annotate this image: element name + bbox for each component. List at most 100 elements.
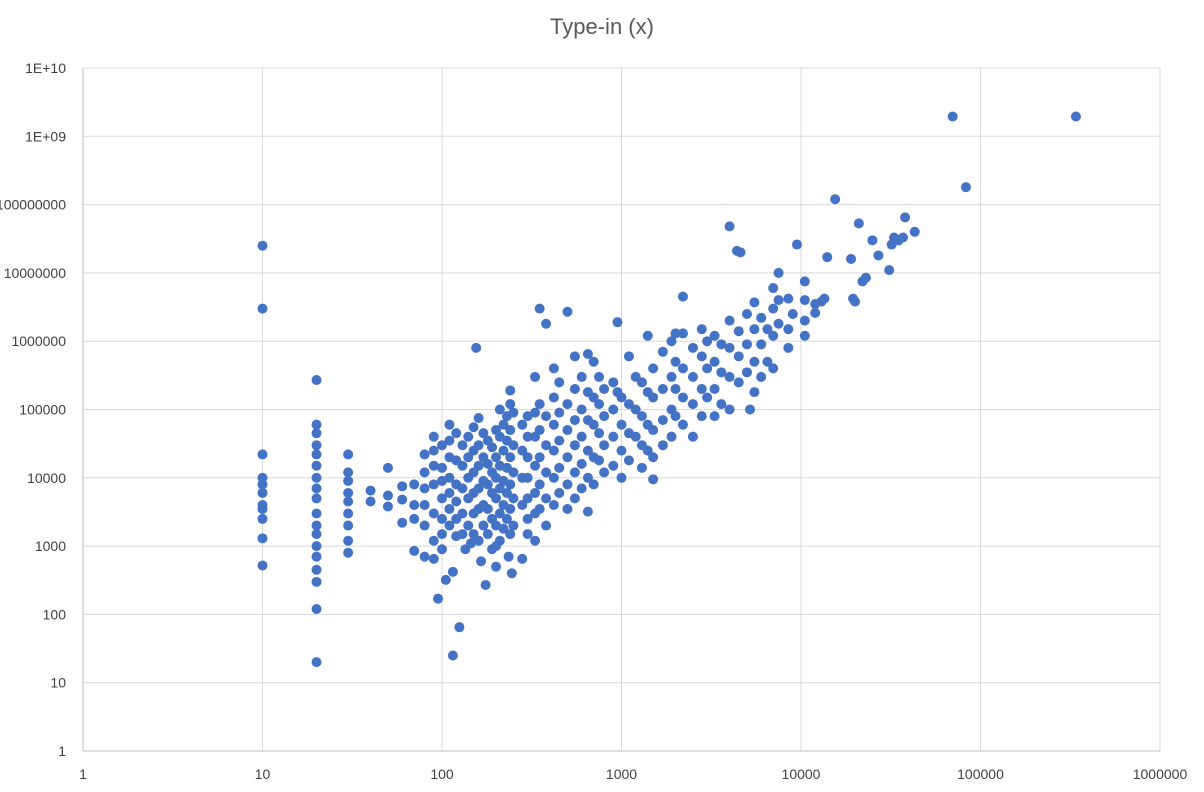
data-point [670, 328, 681, 339]
data-point [873, 250, 884, 261]
data-point [642, 445, 653, 456]
data-point [311, 419, 322, 430]
data-point [365, 496, 376, 507]
data-point [562, 425, 573, 436]
data-point [648, 392, 659, 403]
y-tick-label: 10000 [27, 470, 66, 486]
data-point [687, 399, 698, 410]
data-point [447, 566, 458, 577]
data-point [588, 419, 599, 430]
data-point [343, 547, 354, 558]
data-point [783, 293, 794, 304]
data-point [696, 411, 707, 422]
data-point [677, 392, 688, 403]
data-point [444, 520, 455, 531]
data-point [451, 496, 462, 507]
data-point [616, 419, 627, 430]
data-point [724, 315, 735, 326]
data-point [569, 415, 580, 426]
data-point [444, 419, 455, 430]
data-point [702, 336, 713, 347]
data-point [709, 411, 720, 422]
data-point [768, 330, 779, 341]
data-point [541, 493, 552, 504]
data-point [506, 568, 517, 579]
data-point [343, 508, 354, 519]
data-point [657, 415, 668, 426]
data-point [608, 404, 619, 415]
data-point [494, 404, 505, 415]
data-point [947, 111, 958, 122]
data-point [534, 479, 545, 490]
data-point [494, 535, 505, 546]
data-point [670, 383, 681, 394]
data-point [382, 462, 393, 473]
x-tick-label: 10000 [782, 766, 821, 782]
data-point [623, 351, 634, 362]
data-point [709, 383, 720, 394]
data-point [437, 513, 447, 524]
data-point [612, 317, 623, 328]
data-point [457, 508, 468, 519]
data-point [382, 501, 393, 512]
data-point [463, 452, 474, 463]
data-point [724, 342, 735, 353]
data-point [454, 622, 465, 633]
x-tick-label: 1 [79, 766, 87, 782]
data-point [762, 324, 773, 335]
data-point [616, 472, 627, 483]
data-point [648, 474, 659, 485]
data-point [494, 508, 505, 519]
data-point [473, 440, 484, 451]
data-point [749, 324, 760, 335]
data-point [437, 529, 447, 540]
data-point [478, 520, 489, 531]
data-point [623, 455, 634, 466]
data-point [419, 551, 430, 562]
x-tick-label: 100000 [957, 766, 1004, 782]
data-point [530, 535, 541, 546]
data-point [576, 404, 587, 415]
data-point [257, 449, 268, 460]
data-point [498, 523, 509, 534]
data-point [599, 467, 610, 478]
data-point [897, 232, 908, 243]
data-point [588, 392, 599, 403]
data-point [773, 318, 784, 329]
data-point [343, 520, 354, 531]
data-point [444, 435, 455, 446]
data-point [733, 377, 744, 388]
data-point [642, 330, 653, 341]
data-point [482, 479, 493, 490]
data-point [343, 535, 354, 546]
data-point [468, 422, 479, 433]
data-point [599, 440, 610, 451]
data-point [696, 324, 707, 335]
data-point [428, 445, 439, 456]
data-point [569, 440, 580, 451]
data-point [311, 657, 322, 668]
data-point [554, 435, 565, 446]
data-point [311, 576, 322, 587]
data-point [451, 428, 462, 439]
data-point [608, 431, 619, 442]
data-point [419, 467, 430, 478]
data-point [548, 363, 559, 374]
data-point [409, 499, 420, 510]
data-point [505, 452, 516, 463]
data-point [768, 283, 779, 294]
data-point [257, 487, 268, 498]
data-point [444, 503, 455, 514]
data-point [534, 425, 545, 436]
data-point [733, 351, 744, 362]
data-point [494, 483, 505, 494]
data-point [548, 472, 559, 483]
data-point [853, 218, 864, 229]
data-point [522, 472, 533, 483]
data-point [382, 490, 393, 501]
data-point [716, 339, 727, 350]
data-point [508, 407, 519, 418]
data-point [709, 330, 720, 341]
data-point [562, 452, 573, 463]
data-point [428, 535, 439, 546]
